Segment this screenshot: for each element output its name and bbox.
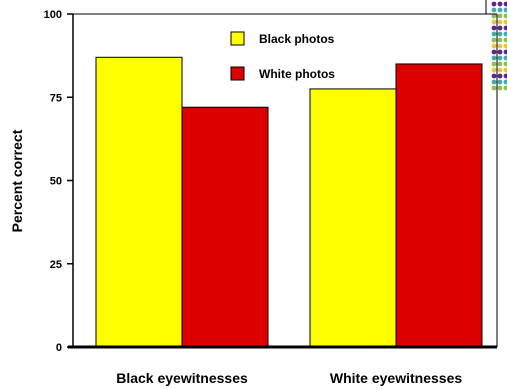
corner-dot — [497, 1, 503, 7]
legend-label-white-photos: White photos — [259, 67, 335, 81]
legend: Black photos White photos — [230, 31, 335, 81]
corner-dot — [497, 61, 503, 67]
corner-dot — [491, 31, 497, 37]
corner-dot — [497, 85, 503, 91]
bar-white-eyewitnesses-white-photos — [395, 63, 483, 348]
corner-dot — [503, 43, 507, 49]
corner-dot — [491, 25, 497, 31]
corner-dot — [497, 7, 503, 13]
corner-dot — [497, 19, 503, 25]
corner-dot — [503, 55, 507, 61]
corner-dot — [497, 55, 503, 61]
corner-dot — [491, 85, 497, 91]
corner-dot — [503, 31, 507, 37]
corner-dot — [503, 79, 507, 85]
corner-dot — [491, 7, 497, 13]
corner-dot — [497, 73, 503, 79]
corner-dot — [497, 37, 503, 43]
x-category-label: White eyewitnesses — [330, 370, 462, 386]
corner-dot — [503, 73, 507, 79]
corner-dot — [491, 55, 497, 61]
bar-white-eyewitnesses-black-photos — [309, 88, 397, 348]
corner-dot — [491, 43, 497, 49]
bar-black-eyewitnesses-white-photos — [181, 106, 269, 348]
y-tick-label: 50 — [50, 176, 62, 188]
corner-dot — [491, 73, 497, 79]
corner-dot — [497, 79, 503, 85]
corner-dot — [497, 49, 503, 55]
corner-dots-decoration — [485, 0, 507, 91]
bar-black-eyewitnesses-black-photos — [95, 56, 183, 348]
y-tick-label: 100 — [44, 9, 62, 21]
legend-swatch-black-photos — [230, 31, 245, 46]
corner-dot — [503, 25, 507, 31]
y-axis-title: Percent correct — [9, 129, 25, 232]
corner-dot — [497, 31, 503, 37]
corner-dot — [491, 19, 497, 25]
corner-dot — [491, 61, 497, 67]
corner-dot — [491, 1, 497, 7]
corner-dot — [503, 7, 507, 13]
y-tick-label: 75 — [50, 92, 62, 104]
corner-dot — [503, 67, 507, 73]
corner-dot — [497, 25, 503, 31]
corner-dot — [503, 19, 507, 25]
corner-dot — [491, 67, 497, 73]
x-labels-group: Black eyewitnesses White eyewitnesses — [116, 370, 462, 386]
corner-dot — [491, 13, 497, 19]
legend-label-black-photos: Black photos — [259, 32, 335, 46]
corner-dot — [503, 85, 507, 91]
corner-dot — [491, 79, 497, 85]
x-category-label: Black eyewitnesses — [116, 370, 248, 386]
corner-dot — [497, 43, 503, 49]
legend-swatch-white-photos — [230, 66, 245, 81]
bars-group — [95, 56, 483, 348]
corner-dot — [503, 37, 507, 43]
corner-dot — [503, 13, 507, 19]
y-tick-label: 0 — [56, 342, 62, 354]
corner-dot — [491, 49, 497, 55]
corner-dot — [503, 1, 507, 7]
y-ticks-group: 0 25 50 75 100 — [44, 9, 73, 354]
corner-dot — [503, 61, 507, 67]
y-tick-label: 25 — [50, 259, 62, 271]
corner-dot — [497, 67, 503, 73]
corner-dot — [497, 13, 503, 19]
corner-dot — [491, 37, 497, 43]
corner-dot — [503, 49, 507, 55]
